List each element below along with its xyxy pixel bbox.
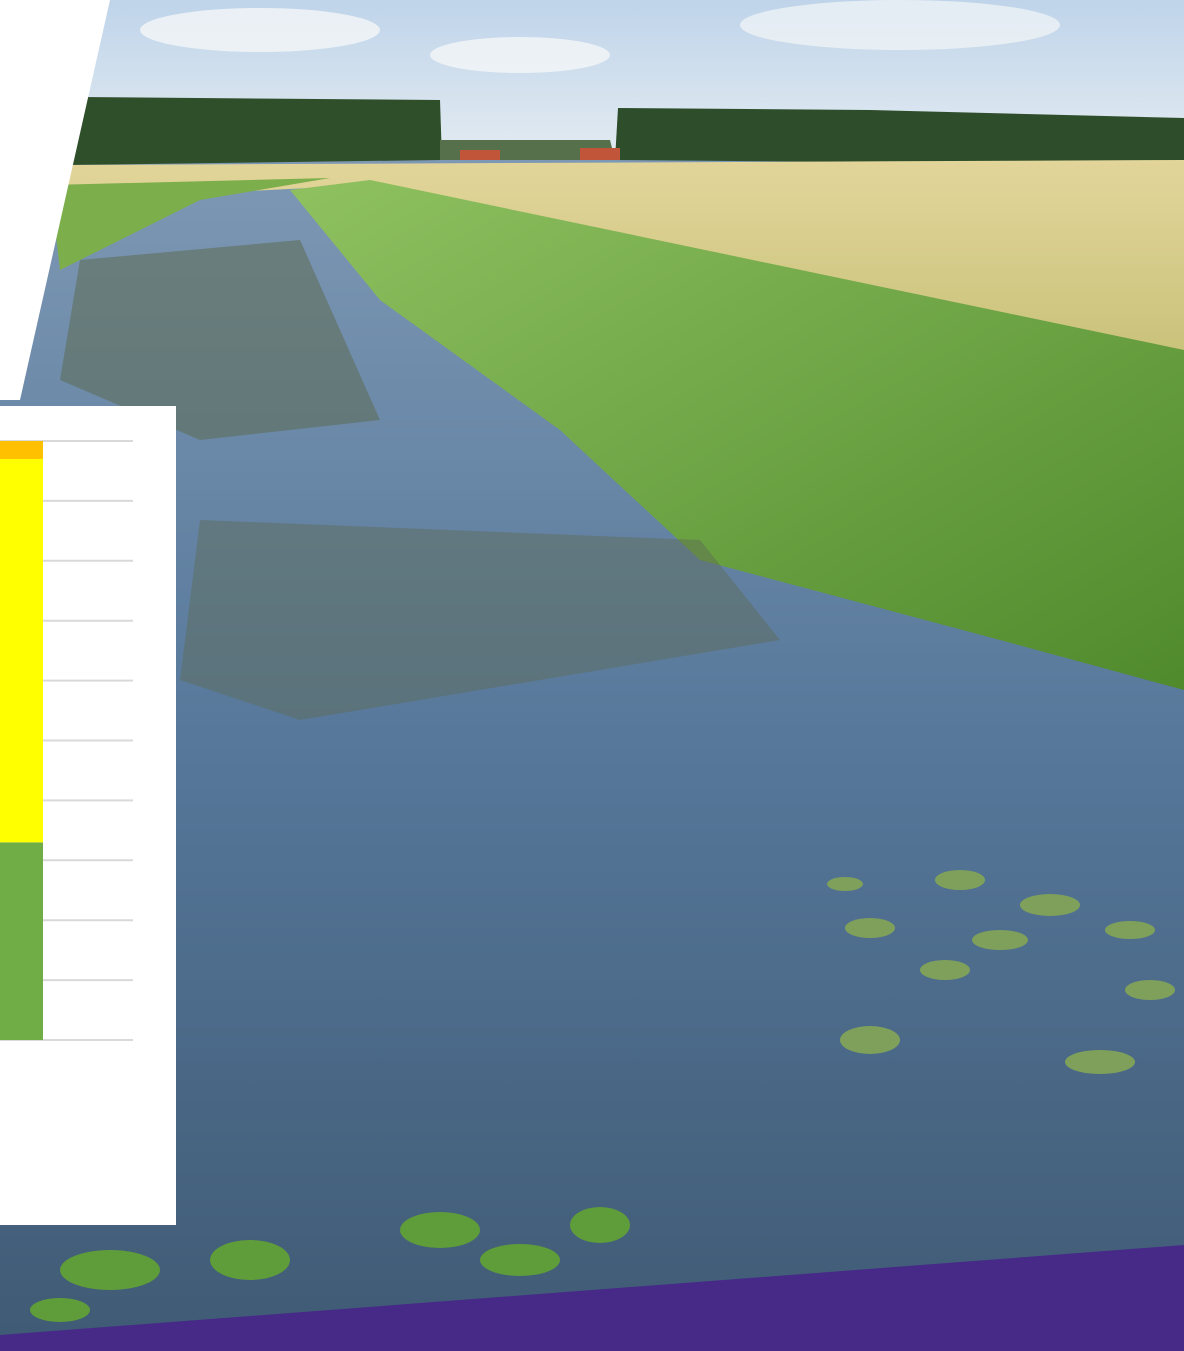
- footer-band: [0, 1245, 1184, 1351]
- bar-segment: [0, 842, 43, 1040]
- bar-segment: [0, 458, 43, 843]
- chart: [0, 440, 133, 1041]
- white-shape: [0, 0, 110, 400]
- bar-segment: [0, 441, 43, 459]
